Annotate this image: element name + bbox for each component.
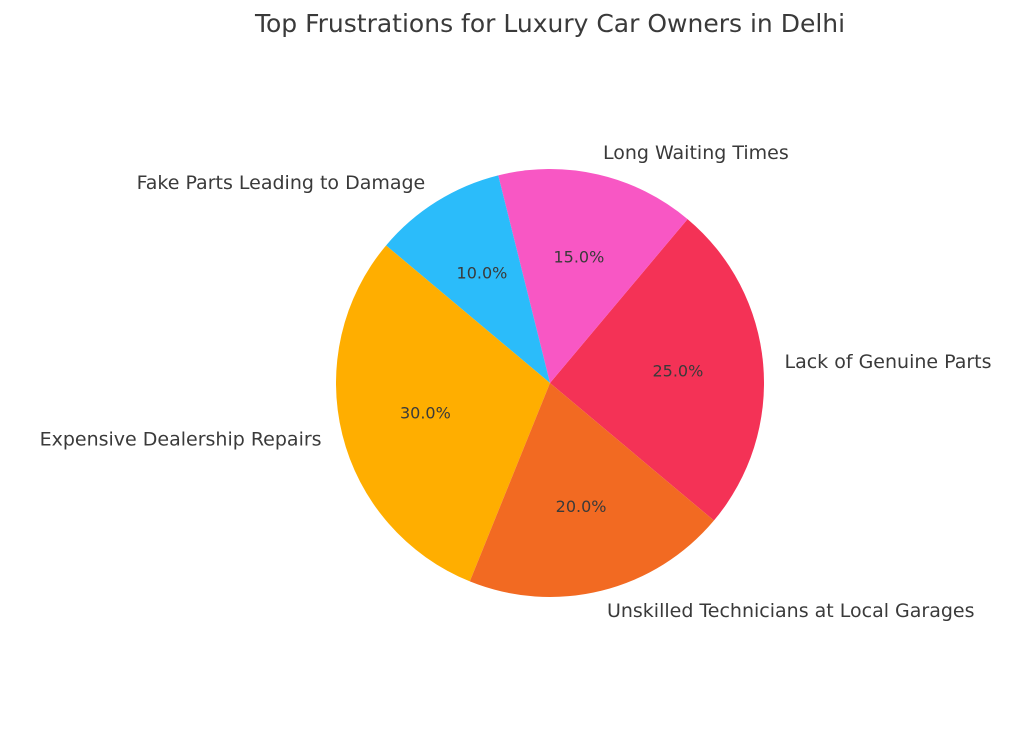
pie-slice xyxy=(498,169,688,383)
value-label: 30.0% xyxy=(400,404,451,423)
chart-title: Top Frustrations for Luxury Car Owners i… xyxy=(254,9,845,38)
value-label: 25.0% xyxy=(652,361,703,380)
value-label: 10.0% xyxy=(457,264,508,283)
value-label: 15.0% xyxy=(553,247,604,266)
value-label: 20.0% xyxy=(556,497,607,516)
pie-slice xyxy=(469,383,714,597)
slice-label: Lack of Genuine Parts xyxy=(785,351,992,373)
pie-slice xyxy=(550,219,764,521)
pie-slice xyxy=(386,175,550,383)
slice-label: Unskilled Technicians at Local Garages xyxy=(607,600,975,622)
slice-label: Expensive Dealership Repairs xyxy=(40,428,322,450)
slice-label: Long Waiting Times xyxy=(603,142,789,164)
pie-slice xyxy=(336,245,550,582)
slice-label: Fake Parts Leading to Damage xyxy=(137,172,426,194)
